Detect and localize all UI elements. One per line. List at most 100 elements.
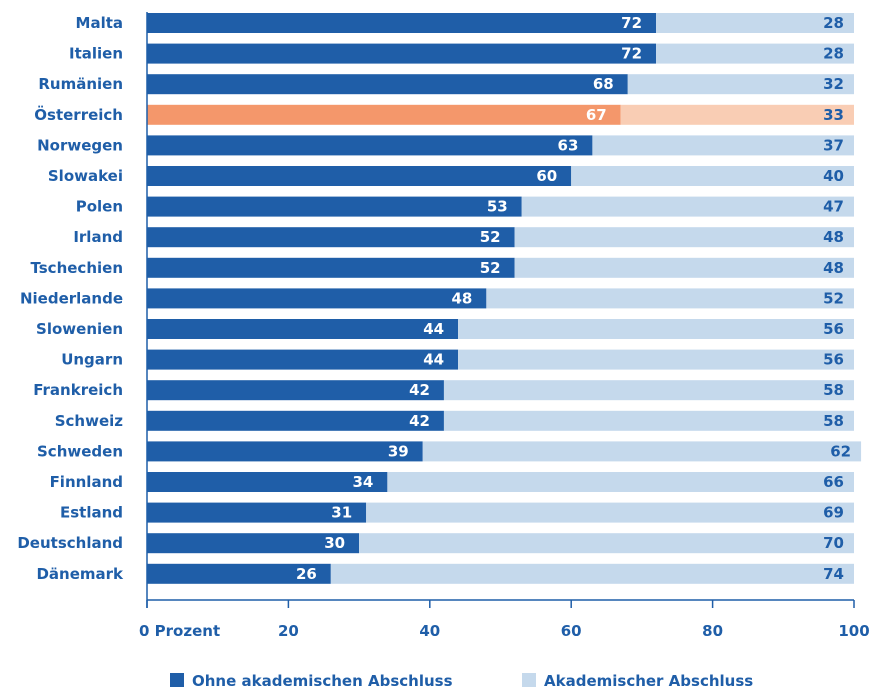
bar-akademischer-abschluss — [514, 227, 854, 248]
bar-akademischer-abschluss — [422, 441, 862, 462]
category-label: Norwegen — [37, 136, 123, 154]
bar-ohne-abschluss — [147, 533, 360, 554]
value-label-ohne-abschluss: 52 — [480, 259, 501, 277]
bar-akademischer-abschluss — [571, 166, 854, 186]
bar-ohne-abschluss — [147, 502, 367, 523]
bar-ohne-abschluss — [147, 349, 459, 370]
category-label: Dänemark — [36, 565, 124, 583]
legend-swatch-ohne-abschluss — [170, 673, 184, 687]
bar-akademischer-abschluss — [458, 349, 854, 370]
bar-ohne-abschluss — [147, 288, 487, 309]
value-label-akademischer-abschluss: 70 — [823, 534, 844, 552]
value-label-akademischer-abschluss: 66 — [823, 473, 844, 491]
value-label-akademischer-abschluss: 52 — [823, 289, 844, 307]
category-label: Ungarn — [61, 351, 123, 369]
value-label-akademischer-abschluss: 33 — [823, 106, 844, 124]
bar-akademischer-abschluss — [359, 533, 854, 554]
value-label-akademischer-abschluss: 74 — [823, 565, 844, 583]
category-label: Estland — [60, 504, 123, 522]
category-label: Italien — [69, 45, 123, 63]
category-label: Österreich — [34, 105, 123, 124]
x-axis: 0 Prozent 20 40 60 80 100 — [139, 12, 870, 640]
bar-akademischer-abschluss — [486, 288, 854, 309]
value-label-ohne-abschluss: 60 — [536, 167, 557, 185]
value-label-ohne-abschluss: 52 — [480, 228, 501, 246]
value-label-akademischer-abschluss: 62 — [830, 442, 851, 460]
value-label-akademischer-abschluss: 58 — [823, 412, 844, 430]
category-label: Frankreich — [33, 381, 123, 399]
bar-ohne-abschluss — [147, 410, 444, 431]
category-label: Malta — [76, 14, 123, 32]
x-tick-label: 60 — [561, 622, 582, 640]
value-label-akademischer-abschluss: 48 — [823, 259, 844, 277]
bar-akademischer-abschluss — [656, 13, 854, 33]
legend: Ohne akademischen Abschluss Akademischer … — [170, 672, 753, 690]
value-label-ohne-abschluss: 26 — [296, 565, 317, 583]
value-label-akademischer-abschluss: 56 — [823, 320, 844, 338]
bar-ohne-abschluss — [147, 74, 628, 95]
bar-ohne-abschluss — [147, 319, 459, 339]
value-label-ohne-abschluss: 68 — [593, 75, 614, 93]
bar-akademischer-abschluss — [443, 410, 854, 431]
bar-ohne-abschluss — [147, 380, 444, 401]
value-label-ohne-abschluss: 34 — [353, 473, 374, 491]
bar-ohne-abschluss — [147, 563, 331, 584]
x-tick-label: 40 — [419, 622, 440, 640]
value-label-akademischer-abschluss: 58 — [823, 381, 844, 399]
category-label: Schweden — [37, 442, 123, 460]
value-label-ohne-abschluss: 30 — [324, 534, 345, 552]
bar-ohne-abschluss — [147, 104, 621, 125]
value-label-akademischer-abschluss: 69 — [823, 504, 844, 522]
legend-label-ohne-abschluss: Ohne akademischen Abschluss — [192, 672, 453, 690]
bar-ohne-abschluss — [147, 196, 522, 217]
category-label: Polen — [76, 198, 123, 216]
bar-akademischer-abschluss — [443, 380, 854, 401]
value-label-akademischer-abschluss: 37 — [823, 136, 844, 154]
legend-swatch-akademischer-abschluss — [522, 673, 536, 687]
category-label: Slowakei — [48, 167, 123, 185]
bars-group: Malta 72 28 Italien 72 28 Rumänien 68 32 Österrei… — [17, 13, 862, 584]
value-label-ohne-abschluss: 48 — [451, 289, 472, 307]
value-label-akademischer-abschluss: 47 — [823, 198, 844, 216]
x-tick-label: 0 Prozent — [139, 622, 220, 640]
category-label: Irland — [73, 228, 123, 246]
value-label-akademischer-abschluss: 32 — [823, 75, 844, 93]
value-label-ohne-abschluss: 42 — [409, 381, 430, 399]
category-label: Rumänien — [38, 75, 123, 93]
bar-ohne-abschluss — [147, 257, 515, 278]
bar-ohne-abschluss — [147, 472, 388, 492]
value-label-ohne-abschluss: 53 — [487, 198, 508, 216]
bar-akademischer-abschluss — [620, 104, 854, 125]
bar-akademischer-abschluss — [387, 472, 854, 492]
value-label-ohne-abschluss: 67 — [586, 106, 607, 124]
value-label-ohne-abschluss: 31 — [331, 504, 352, 522]
value-label-ohne-abschluss: 42 — [409, 412, 430, 430]
category-label: Schweiz — [55, 412, 124, 430]
category-label: Finnland — [50, 473, 123, 491]
bar-akademischer-abschluss — [656, 43, 854, 64]
bar-akademischer-abschluss — [627, 74, 854, 95]
category-label: Deutschland — [17, 534, 123, 552]
value-label-ohne-abschluss: 39 — [388, 442, 409, 460]
value-label-akademischer-abschluss: 56 — [823, 351, 844, 369]
bar-akademischer-abschluss — [366, 502, 854, 523]
category-label: Niederlande — [20, 289, 123, 307]
value-label-ohne-abschluss: 44 — [423, 351, 444, 369]
bar-ohne-abschluss — [147, 43, 657, 64]
value-label-ohne-abschluss: 72 — [621, 45, 642, 63]
value-label-akademischer-abschluss: 40 — [823, 167, 844, 185]
x-tick-label: 20 — [278, 622, 299, 640]
bar-akademischer-abschluss — [514, 257, 854, 278]
bar-ohne-abschluss — [147, 166, 572, 186]
bar-akademischer-abschluss — [592, 135, 854, 156]
bar-ohne-abschluss — [147, 227, 515, 248]
value-label-ohne-abschluss: 72 — [621, 14, 642, 32]
value-label-akademischer-abschluss: 28 — [823, 45, 844, 63]
legend-label-akademischer-abschluss: Akademischer Abschluss — [544, 672, 753, 690]
value-label-ohne-abschluss: 44 — [423, 320, 444, 338]
bar-ohne-abschluss — [147, 135, 593, 156]
bar-ohne-abschluss — [147, 13, 657, 33]
bar-akademischer-abschluss — [330, 563, 854, 584]
bar-akademischer-abschluss — [458, 319, 854, 339]
